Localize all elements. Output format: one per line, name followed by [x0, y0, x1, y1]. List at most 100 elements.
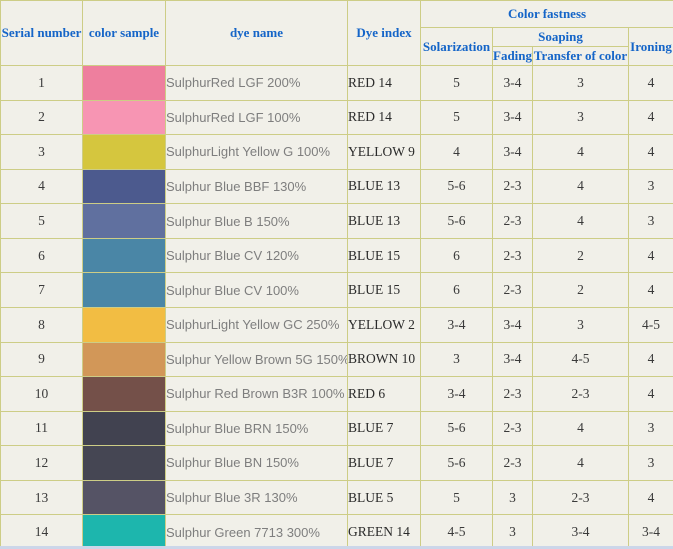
header-dye-name: dye name	[165, 0, 348, 66]
serial-cell: 14	[0, 514, 83, 549]
table-row: 2 SulphurRed LGF 100% RED 14 5 3-4 3 4	[0, 99, 673, 136]
ironing-cell: 4	[628, 341, 673, 378]
dye-name-cell: Sulphur Blue BN 150%	[165, 445, 348, 481]
fading-cell: 2-3	[492, 410, 533, 447]
solarization-cell: 6	[420, 272, 493, 308]
color-swatch	[82, 99, 166, 136]
dye-index-cell: RED 14	[347, 99, 421, 136]
transfer-cell: 3-4	[532, 514, 629, 549]
ironing-cell: 4	[628, 376, 673, 412]
color-swatch	[82, 306, 166, 343]
transfer-cell: 4-5	[532, 341, 629, 378]
header-solarization: Solarization	[420, 27, 493, 66]
serial-cell: 5	[0, 203, 83, 239]
header-transfer-of-color: Transfer of color	[532, 46, 629, 66]
transfer-cell: 3	[532, 65, 629, 101]
serial-cell: 7	[0, 272, 83, 308]
table-row: 13 Sulphur Blue 3R 130% BLUE 5 5 3 2-3 4	[0, 479, 673, 516]
transfer-cell: 4	[532, 203, 629, 239]
header-dye-index: Dye index	[347, 0, 421, 66]
dye-index-cell: RED 6	[347, 376, 421, 412]
ironing-cell: 4	[628, 237, 673, 274]
serial-cell: 10	[0, 376, 83, 412]
serial-cell: 12	[0, 445, 83, 481]
transfer-cell: 4	[532, 410, 629, 447]
table-row: 7 Sulphur Blue CV 100% BLUE 15 6 2-3 2 4	[0, 272, 673, 308]
color-swatch	[82, 237, 166, 274]
dye-name-cell: Sulphur Red Brown B3R 100%	[165, 376, 348, 412]
table-row: 1 SulphurRed LGF 200% RED 14 5 3-4 3 4	[0, 65, 673, 101]
dye-index-cell: BROWN 10	[347, 341, 421, 378]
table-row: 3 SulphurLight Yellow G 100% YELLOW 9 4 3-4 4…	[0, 134, 673, 170]
color-swatch	[82, 410, 166, 447]
transfer-cell: 4	[532, 445, 629, 481]
dye-name-cell: SulphurRed LGF 100%	[165, 99, 348, 136]
color-swatch	[82, 445, 166, 481]
dye-index-cell: YELLOW 9	[347, 134, 421, 170]
transfer-cell: 2-3	[532, 376, 629, 412]
table-row: 11 Sulphur Blue BRN 150% BLUE 7 5-6 2-3 4 3	[0, 410, 673, 447]
color-swatch	[82, 203, 166, 239]
dye-index-cell: BLUE 5	[347, 479, 421, 516]
color-swatch	[82, 272, 166, 308]
dye-index-cell: BLUE 13	[347, 203, 421, 239]
dye-name-cell: Sulphur Yellow Brown 5G 150%	[165, 341, 348, 378]
header-color-fastness: Color fastness	[420, 0, 673, 28]
serial-cell: 1	[0, 65, 83, 101]
dye-name-cell: Sulphur Blue B 150%	[165, 203, 348, 239]
solarization-cell: 3	[420, 341, 493, 378]
solarization-cell: 5	[420, 479, 493, 516]
ironing-cell: 3	[628, 445, 673, 481]
serial-cell: 6	[0, 237, 83, 274]
fading-cell: 2-3	[492, 168, 533, 205]
color-swatch	[82, 134, 166, 170]
fading-cell: 3-4	[492, 306, 533, 343]
solarization-cell: 3-4	[420, 306, 493, 343]
transfer-cell: 4	[532, 168, 629, 205]
header-ironing: Ironing	[628, 27, 673, 66]
solarization-cell: 5	[420, 99, 493, 136]
fading-cell: 2-3	[492, 237, 533, 274]
fading-cell: 3	[492, 514, 533, 549]
dye-index-cell: GREEN 14	[347, 514, 421, 549]
table-row: 14 Sulphur Green 7713 300% GREEN 14 4-5 3 3-4…	[0, 514, 673, 549]
fading-cell: 3-4	[492, 341, 533, 378]
transfer-cell: 3	[532, 306, 629, 343]
serial-cell: 4	[0, 168, 83, 205]
fading-cell: 3-4	[492, 65, 533, 101]
ironing-cell: 4	[628, 479, 673, 516]
solarization-cell: 6	[420, 237, 493, 274]
transfer-cell: 2	[532, 272, 629, 308]
color-swatch	[82, 168, 166, 205]
fading-cell: 3-4	[492, 134, 533, 170]
transfer-cell: 4	[532, 134, 629, 170]
header-soaping: Soaping	[492, 27, 629, 47]
bottom-divider	[0, 546, 673, 549]
solarization-cell: 5	[420, 65, 493, 101]
color-swatch	[82, 514, 166, 549]
table-row: 10 Sulphur Red Brown B3R 100% RED 6 3-4 2-3 2…	[0, 376, 673, 412]
transfer-cell: 2-3	[532, 479, 629, 516]
fading-cell: 2-3	[492, 203, 533, 239]
dye-name-cell: Sulphur Blue CV 120%	[165, 237, 348, 274]
table-row: 9 Sulphur Yellow Brown 5G 150% BROWN 10 3 3-…	[0, 341, 673, 378]
color-swatch	[82, 376, 166, 412]
ironing-cell: 4	[628, 272, 673, 308]
ironing-cell: 3-4	[628, 514, 673, 549]
serial-cell: 9	[0, 341, 83, 378]
color-swatch	[82, 65, 166, 101]
dye-index-cell: BLUE 7	[347, 410, 421, 447]
ironing-cell: 3	[628, 410, 673, 447]
solarization-cell: 5-6	[420, 445, 493, 481]
serial-cell: 11	[0, 410, 83, 447]
serial-cell: 13	[0, 479, 83, 516]
table-row: 4 Sulphur Blue BBF 130% BLUE 13 5-6 2-3 4 3	[0, 168, 673, 205]
table-row: 8 SulphurLight Yellow GC 250% YELLOW 2 3-4 3…	[0, 306, 673, 343]
table-row: 5 Sulphur Blue B 150% BLUE 13 5-6 2-3 4 3	[0, 203, 673, 239]
serial-cell: 8	[0, 306, 83, 343]
fading-cell: 2-3	[492, 376, 533, 412]
dye-name-cell: Sulphur Blue 3R 130%	[165, 479, 348, 516]
solarization-cell: 5-6	[420, 410, 493, 447]
dye-name-cell: SulphurLight Yellow GC 250%	[165, 306, 348, 343]
